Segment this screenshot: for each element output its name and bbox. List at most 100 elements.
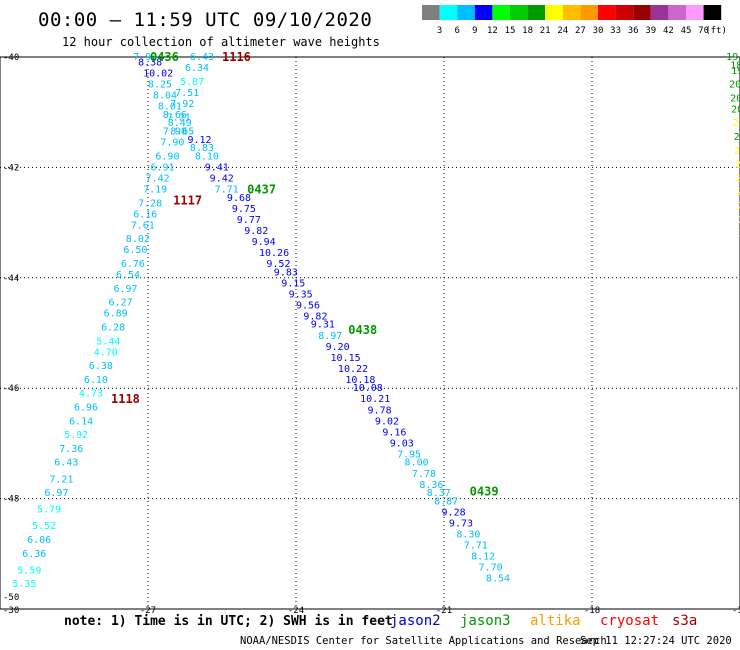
x-tick-label: -21 <box>436 606 452 616</box>
swh-value: 9.82 <box>303 311 327 322</box>
swh-value: 20.74 <box>731 104 740 115</box>
colorbar-swatch <box>580 5 598 20</box>
swh-value: 6.96 <box>74 403 98 414</box>
swh-value: 6.54 <box>116 270 140 281</box>
colorbar-swatch <box>545 5 563 20</box>
swh-value: 5.52 <box>32 521 56 532</box>
legend-jason3: jason3 <box>460 613 511 629</box>
pass-time-label: 0437 <box>247 182 276 196</box>
y-tick-label: -48 <box>3 495 19 505</box>
swh-value: 22.7 <box>738 201 740 212</box>
grid <box>0 56 740 610</box>
swh-value: 6.43 <box>54 458 78 469</box>
y-tick-label: -46 <box>3 384 19 394</box>
swh-value: 8.04 <box>153 91 177 102</box>
swh-value: 8.25 <box>148 80 172 91</box>
colorbar-label: 27 <box>575 26 586 36</box>
x-tick-label: -24 <box>288 606 304 616</box>
swh-value: 9.35 <box>289 289 313 300</box>
swh-value: 9.56 <box>296 300 320 311</box>
swh-value: 23.5 <box>739 215 740 226</box>
colorbar-label: 36 <box>628 26 639 36</box>
swh-value: 7.90 <box>163 127 187 138</box>
swh-value: 9.20 <box>326 342 350 353</box>
colorbar-label: 33 <box>610 26 621 36</box>
colorbar-label: 30 <box>593 26 604 36</box>
swh-value: 5.59 <box>17 565 41 576</box>
swh-value: 6.97 <box>113 284 137 295</box>
swh-value: 8.87 <box>434 496 458 507</box>
colorbar-swatch <box>598 5 616 20</box>
colorbar-label: 45 <box>681 26 692 36</box>
swh-value: 4.70 <box>94 347 118 358</box>
swh-value: 5.79 <box>37 505 61 516</box>
pass-time-label: 0438 <box>348 323 377 337</box>
swh-value: 6.16 <box>133 209 157 220</box>
colorbar: 3 6 9 12 15 18 21 24 27 30 33 36 39 42 45 70(ft) <box>422 5 727 36</box>
swh-value: 6.90 <box>155 151 179 162</box>
swh-value: 8.54 <box>486 574 510 585</box>
x-tick-label: -15 <box>732 606 740 616</box>
swh-value: 7.90 <box>160 138 184 149</box>
swh-value: 9.52 <box>266 259 290 270</box>
swh-value: 7.71 <box>215 184 239 195</box>
colorbar-swatch <box>703 5 722 20</box>
swh-value: 8.36 <box>419 480 443 491</box>
swh-value: 8.83 <box>190 143 214 154</box>
swh-value: 9.75 <box>232 204 256 215</box>
swh-value: 9.16 <box>382 427 406 438</box>
swh-value: 9.77 <box>237 215 261 226</box>
swh-value: 9.41 <box>205 162 229 173</box>
swh-value: 9.12 <box>187 135 211 146</box>
swh-value: 8.10 <box>195 151 219 162</box>
swh-value: 7.95 <box>397 449 421 460</box>
swh-value: 8.12 <box>471 552 495 563</box>
satellite-legend: jason2 jason3 altika cryosat s3a <box>390 613 697 629</box>
swh-value: 8.49 <box>168 118 192 129</box>
swh-value: 20.35 <box>730 93 740 104</box>
swh-value: 6.43 <box>190 52 214 63</box>
swh-value: 7.92 <box>170 99 194 110</box>
colorbar-swatch <box>686 5 704 20</box>
pass-time-label: 0439 <box>470 484 499 498</box>
colorbar-label: 70 <box>698 26 709 36</box>
colorbar-swatch <box>474 5 493 20</box>
swh-value: 9.42 <box>210 173 234 184</box>
swh-value: 8.66 <box>163 110 187 121</box>
y-tick-label: -50 <box>3 593 19 603</box>
colorbar-label: 18 <box>522 26 533 36</box>
colorbar-swatch <box>668 5 686 20</box>
credit-text: NOAA/NESDIS Center for Satellite Applica… <box>240 635 607 647</box>
plot-area: -27 -24 -21 -18 -15 -40 -42 -44 -46 -48 -30 -50 7.9… <box>0 50 740 616</box>
swh-value: 6.36 <box>22 549 46 560</box>
swh-value: 9.02 <box>375 416 399 427</box>
tick-labels: -27 -24 -21 -18 -15 -40 -42 -44 -46 -48 -30 -50 <box>3 53 740 616</box>
swh-value: 23.3 <box>737 187 740 198</box>
plot-frame <box>0 56 740 610</box>
chart-subtitle: 12 hour collection of altimeter wave hei… <box>62 35 380 49</box>
legend-jason2: jason2 <box>390 613 441 629</box>
swh-value: 7.19 <box>143 184 167 195</box>
swh-value: 9.94 <box>252 237 276 248</box>
colorbar-label: 6 <box>454 26 459 36</box>
swh-value: 7.61 <box>131 220 155 231</box>
colorbar-swatch <box>562 5 581 20</box>
pass-time-label: 0436 <box>150 50 179 64</box>
swh-value: 8.30 <box>456 529 480 540</box>
colorbar-label: 21 <box>540 26 551 36</box>
colorbar-label: 39 <box>645 26 656 36</box>
y-tick-label: -44 <box>3 274 19 284</box>
swh-value: 6.38 <box>89 361 113 372</box>
swh-value: 6.10 <box>84 375 108 386</box>
pass-time-label: 1118 <box>111 392 140 406</box>
swh-value: 10.21 <box>360 394 390 405</box>
swh-value: 5.35 <box>12 579 36 590</box>
swh-value: 9.83 <box>274 267 298 278</box>
swh-value: 19.92 <box>726 52 740 63</box>
swh-value: 9.15 <box>281 278 305 289</box>
swh-value: 7.42 <box>146 173 170 184</box>
swh-value: 6.91 <box>150 162 174 173</box>
chart-title: 00:00 – 11:59 UTC 09/10/2020 <box>38 9 372 31</box>
swh-value: 21.5 <box>733 118 740 129</box>
